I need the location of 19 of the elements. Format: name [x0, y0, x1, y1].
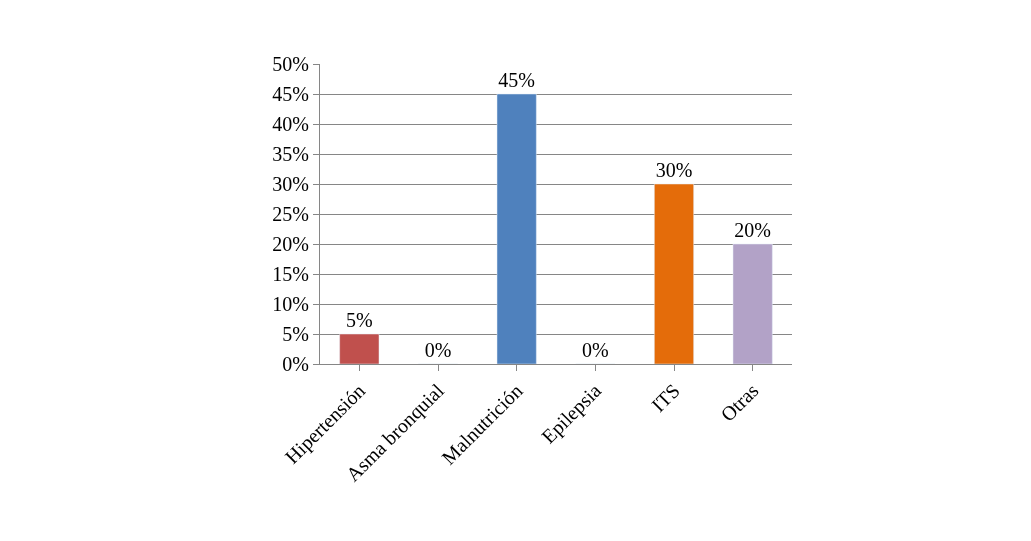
y-tick-label: 45% — [272, 83, 309, 105]
y-tick-label: 20% — [272, 233, 309, 255]
data-label: 30% — [655, 159, 693, 181]
y-tick-label: 15% — [272, 263, 309, 285]
y-tick-label: 10% — [272, 293, 309, 315]
y-tick-label: 5% — [282, 323, 309, 345]
y-tick-label: 40% — [272, 113, 309, 135]
x-tick-label: Otras — [716, 379, 763, 426]
y-tick-label: 35% — [272, 143, 309, 165]
data-label: 45% — [498, 69, 535, 91]
y-tick-label: 30% — [272, 173, 309, 195]
x-tick-label: ITS — [647, 379, 684, 417]
data-label: 0% — [582, 339, 609, 361]
y-tick-label: 0% — [282, 353, 309, 375]
data-label: 20% — [734, 219, 771, 241]
y-tick-label: 25% — [272, 203, 309, 225]
data-label: 5% — [346, 309, 373, 331]
data-label: 0% — [424, 339, 452, 361]
y-tick-label: 50% — [272, 53, 309, 75]
